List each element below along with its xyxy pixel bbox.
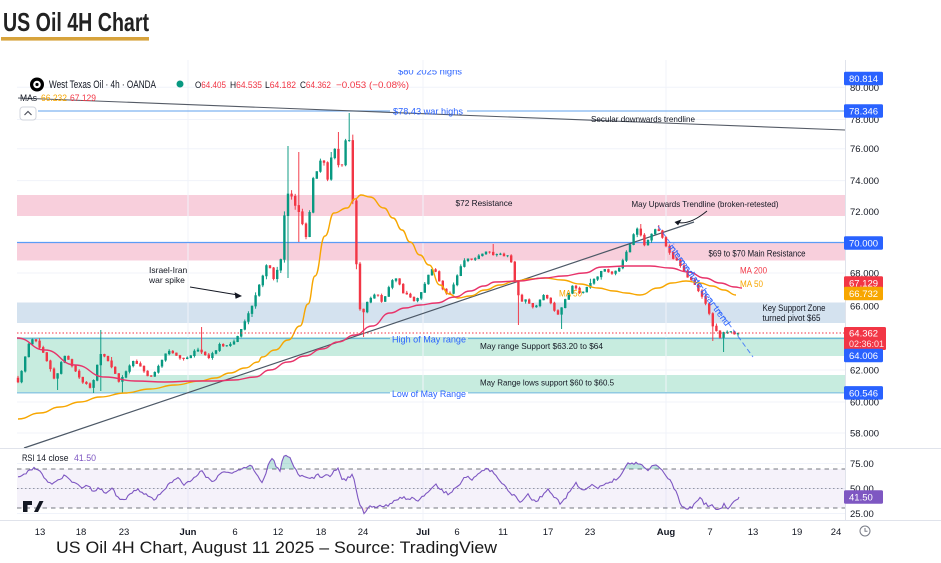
svg-text:Aug: Aug	[657, 527, 676, 538]
svg-text:war spike: war spike	[148, 275, 185, 285]
svg-text:80.000: 80.000	[850, 83, 879, 94]
svg-text:turned pivot $65: turned pivot $65	[763, 313, 821, 323]
svg-text:24: 24	[358, 527, 369, 538]
svg-text:6: 6	[232, 527, 237, 538]
svg-text:78.000: 78.000	[850, 115, 879, 126]
svg-text:MAs: MAs	[20, 93, 37, 104]
svg-text:66.732: 66.732	[849, 289, 878, 300]
svg-text:MA 200: MA 200	[740, 266, 767, 277]
svg-text:58.000: 58.000	[850, 429, 879, 440]
svg-text:Secular downwards trendline: Secular downwards trendline	[591, 114, 695, 124]
svg-text:76.000: 76.000	[850, 144, 879, 155]
svg-text:$80 2025 highs: $80 2025 highs	[398, 67, 462, 78]
svg-text:68.000: 68.000	[850, 269, 879, 280]
svg-text:80.814: 80.814	[849, 74, 878, 85]
svg-text:75.00: 75.00	[850, 459, 874, 470]
svg-text:US Oil 4H Chart: US Oil 4H Chart	[3, 7, 149, 37]
svg-text:Low of May Range: Low of May Range	[392, 389, 466, 400]
svg-text:13: 13	[748, 527, 759, 538]
svg-text:Jul: Jul	[416, 527, 430, 538]
svg-text:64.362: 64.362	[849, 329, 878, 340]
svg-text:Jun: Jun	[180, 527, 197, 538]
svg-text:78.346: 78.346	[849, 107, 878, 118]
svg-text:67.129: 67.129	[849, 279, 878, 290]
svg-text:62.000: 62.000	[850, 366, 879, 377]
svg-text:May Upwards Trendline (broken-: May Upwards Trendline (broken-retested)	[632, 199, 779, 209]
svg-text:$72 Resistance: $72 Resistance	[456, 198, 513, 208]
svg-text:60.546: 60.546	[849, 388, 878, 399]
svg-text:66.232: 66.232	[41, 93, 67, 104]
svg-text:25.00: 25.00	[850, 509, 874, 520]
svg-text:May range Support $63.20 to $6: May range Support $63.20 to $64	[480, 341, 603, 351]
svg-text:MA 50: MA 50	[740, 279, 763, 290]
svg-text:02:36:01: 02:36:01	[849, 339, 884, 349]
svg-text:High of May range: High of May range	[392, 335, 466, 346]
svg-text:23: 23	[119, 527, 130, 538]
svg-text:L64.182: L64.182	[265, 80, 296, 91]
svg-text:19: 19	[792, 527, 803, 538]
svg-text:Key Support Zone: Key Support Zone	[763, 303, 826, 313]
svg-text:13: 13	[35, 527, 46, 538]
svg-text:West Texas Oil · 4h · OANDA: West Texas Oil · 4h · OANDA	[49, 79, 156, 91]
svg-text:41.50: 41.50	[74, 453, 96, 464]
svg-text:24: 24	[831, 527, 842, 538]
svg-text:May Range lows support $60 to: May Range lows support $60 to $60.5	[480, 378, 614, 388]
svg-text:18: 18	[76, 527, 87, 538]
svg-text:60.000: 60.000	[850, 398, 879, 409]
svg-text:MA 50: MA 50	[559, 289, 582, 300]
svg-text:50.00: 50.00	[850, 484, 874, 495]
svg-text:66.000: 66.000	[850, 302, 879, 313]
svg-text:67.129: 67.129	[70, 93, 96, 104]
svg-text:7: 7	[707, 527, 712, 538]
svg-text:14 close: 14 close	[37, 453, 69, 464]
svg-text:RSI: RSI	[22, 453, 35, 464]
svg-text:23: 23	[585, 527, 596, 538]
svg-text:41.50: 41.50	[849, 493, 873, 504]
svg-text:Israel-Iran: Israel-Iran	[149, 265, 188, 275]
svg-text:70.000: 70.000	[849, 238, 878, 249]
svg-text:72.000: 72.000	[850, 207, 879, 218]
svg-text:C64.362: C64.362	[300, 80, 331, 91]
svg-text:17: 17	[543, 527, 554, 538]
svg-text:US Oil 4H Chart, August 11 202: US Oil 4H Chart, August 11 2025 – Source…	[56, 538, 498, 557]
svg-text:74.000: 74.000	[850, 176, 879, 187]
svg-text:$78.43 war highs: $78.43 war highs	[393, 107, 463, 118]
svg-text:11: 11	[498, 527, 508, 538]
svg-text:12: 12	[273, 527, 284, 538]
svg-text:64.006: 64.006	[849, 351, 878, 362]
svg-text:O64.405: O64.405	[195, 80, 226, 91]
svg-text:18: 18	[316, 527, 327, 538]
svg-text:6: 6	[454, 527, 459, 538]
svg-text:−0.053 (−0.08%): −0.053 (−0.08%)	[336, 80, 409, 91]
svg-text:$69 to $70 Main Resistance: $69 to $70 Main Resistance	[709, 249, 806, 259]
svg-text:H64.535: H64.535	[230, 80, 262, 91]
